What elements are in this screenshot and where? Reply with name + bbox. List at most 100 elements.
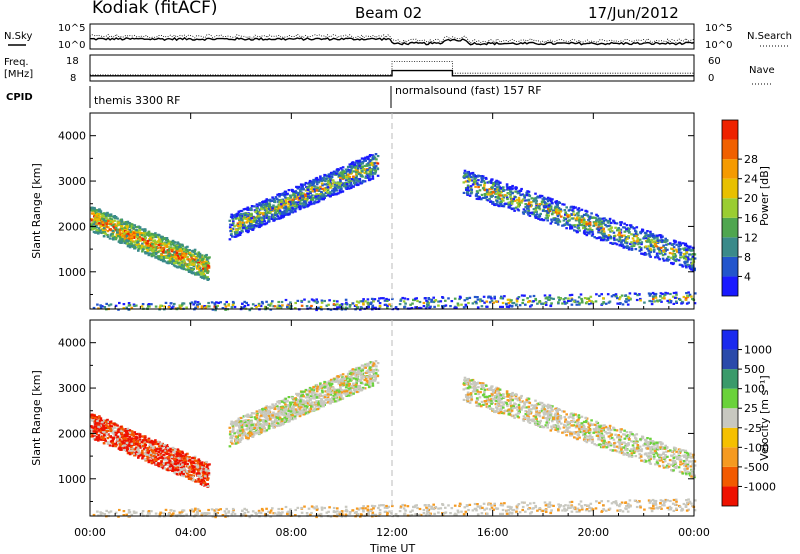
power-cell: [188, 266, 191, 269]
velocity-cell: [147, 437, 151, 440]
power-cell: [250, 208, 253, 212]
power-cell: [426, 303, 429, 306]
power-cell: [328, 192, 331, 195]
velocity-cell: [180, 471, 183, 475]
power-cell: [583, 232, 587, 235]
power-cell: [273, 217, 277, 220]
power-cell: [639, 297, 642, 301]
power-cell: [296, 299, 300, 302]
power-cell: [659, 239, 662, 242]
power-cell: [257, 216, 260, 219]
power-cell: [202, 260, 205, 263]
power-cell: [474, 185, 477, 188]
power-cell: [298, 186, 301, 189]
power-cell: [678, 249, 681, 252]
power-cell: [183, 262, 187, 265]
power-cell: [176, 241, 180, 244]
power-cell: [127, 230, 130, 233]
range-tick-label: 4000: [58, 130, 86, 143]
power-cell: [265, 201, 268, 204]
nave-label: Nave: [749, 65, 775, 76]
power-cell: [263, 207, 266, 210]
power-cell: [297, 192, 301, 195]
power-cell: [576, 230, 579, 234]
power-cell: [265, 222, 269, 225]
power-cell: [350, 185, 354, 188]
power-cell: [125, 223, 129, 226]
power-cell: [466, 192, 470, 195]
power-cell: [91, 228, 95, 231]
power-cell: [115, 234, 119, 237]
power-cell: [545, 214, 548, 217]
power-cell: [664, 292, 668, 295]
power-cell: [656, 236, 659, 239]
power-cell: [248, 309, 252, 312]
power-cell: [306, 186, 309, 189]
power-cell: [320, 301, 324, 304]
power-cell: [653, 242, 657, 246]
power-cell: [334, 183, 338, 186]
power-cell: [386, 304, 389, 307]
power-cell: [480, 198, 483, 201]
power-cell: [231, 216, 234, 219]
power-cell: [233, 214, 236, 217]
power-cell: [315, 301, 319, 304]
velocity-cell: [157, 445, 161, 448]
power-cell: [549, 205, 553, 208]
power-cell: [243, 207, 247, 211]
power-cell: [234, 216, 237, 219]
power-cell: [532, 300, 535, 303]
power-cell: [670, 262, 673, 265]
power-cell: [310, 198, 313, 201]
power-cell: [198, 253, 201, 256]
velocity-cell: [99, 436, 102, 439]
power-cell: [109, 229, 113, 232]
power-cell: [130, 230, 133, 233]
power-cell: [648, 252, 651, 255]
power-cell: [330, 184, 333, 187]
power-cell: [289, 196, 292, 199]
power-cell: [585, 212, 588, 216]
velocity-cell: [198, 475, 201, 478]
power-cell: [418, 300, 422, 304]
power-cell: [199, 275, 203, 279]
power-cell: [358, 164, 361, 167]
power-cell: [339, 167, 343, 170]
power-cell: [350, 178, 354, 181]
power-cell: [100, 215, 104, 219]
power-cell: [317, 189, 321, 192]
power-cell: [493, 184, 497, 187]
power-cell: [274, 196, 278, 199]
power-cell: [527, 201, 531, 204]
power-cell: [464, 173, 467, 176]
power-cell: [238, 233, 242, 236]
power-cell: [272, 305, 275, 308]
power-cell: [182, 258, 186, 261]
power-cell: [237, 217, 240, 220]
power-cell: [280, 193, 284, 196]
power-cell: [188, 258, 192, 262]
power-cell: [260, 221, 264, 224]
power-cell: [180, 261, 183, 264]
power-cell: [202, 267, 205, 270]
power-cell: [349, 169, 352, 172]
velocity-cell: [138, 445, 141, 448]
power-cell: [246, 213, 249, 217]
power-cell: [161, 250, 165, 253]
power-cell: [152, 254, 156, 257]
power-cell: [376, 168, 380, 171]
power-cell: [229, 230, 232, 233]
power-cell: [380, 297, 383, 300]
power-cell: [475, 194, 478, 197]
power-cell: [331, 193, 334, 196]
power-cell: [320, 179, 324, 182]
power-cell: [489, 295, 492, 298]
power-cell: [149, 247, 153, 250]
power-cell: [199, 255, 202, 258]
power-cell: [516, 190, 520, 193]
power-cell: [538, 203, 542, 206]
power-cell: [118, 301, 121, 305]
power-cell: [97, 232, 100, 235]
power-cell: [94, 223, 98, 226]
power-cell: [111, 232, 115, 236]
